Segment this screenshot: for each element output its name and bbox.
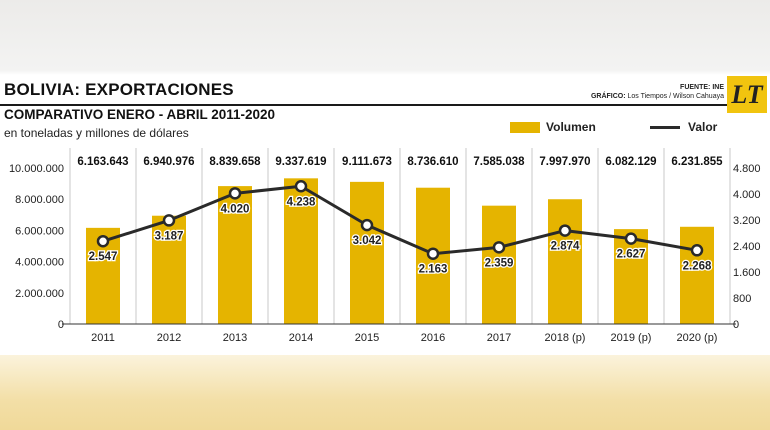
x-tick-label: 2018 (p) (545, 332, 586, 344)
x-tick-label: 2016 (421, 332, 445, 344)
x-tick-label: 2011 (91, 332, 115, 344)
value-data-label: 2.547 (89, 251, 118, 263)
legend-volumen-label: Volumen (546, 120, 596, 134)
value-point (426, 247, 440, 260)
value-data-label: 3.187 (155, 230, 184, 242)
x-tick-label: 2017 (487, 332, 511, 344)
credit-label: GRÁFICO: (590, 93, 626, 100)
bar (482, 205, 516, 324)
volume-data-label: 6.940.976 (143, 156, 194, 168)
value-data-label: 2.359 (485, 257, 514, 269)
value-data-label: 4.020 (221, 203, 250, 215)
bar (548, 199, 582, 324)
value-point (624, 232, 638, 245)
value-point (360, 218, 374, 232)
y-right-tick-label: 2.400 (733, 241, 761, 253)
page-title: BOLIVIA: EXPORTACIONES (4, 80, 234, 99)
volume-data-label: 7.997.970 (539, 156, 590, 168)
value-data-label: 3.042 (353, 235, 382, 247)
value-data-label: 2.627 (617, 249, 646, 261)
volume-data-label: 8.736.610 (407, 156, 458, 168)
value-point (228, 187, 242, 200)
y-left-tick-label: 0 (58, 319, 64, 331)
y-right-tick-label: 0 (733, 319, 739, 331)
volume-data-label: 6.163.643 (77, 156, 128, 168)
y-left-tick-label: 2.000.000 (15, 288, 64, 300)
volume-data-label: 9.337.619 (275, 156, 326, 168)
value-data-label: 2.268 (683, 260, 712, 272)
value-point (690, 244, 704, 257)
header-rule (0, 78, 740, 106)
volume-data-label: 6.231.855 (671, 156, 723, 168)
source-credits: FUENTE: INE GRÁFICO: Los Tiempos / Wilso… (591, 83, 724, 101)
value-point (96, 234, 110, 248)
bar (680, 226, 714, 324)
legend-bar-swatch (510, 121, 540, 133)
bar (350, 181, 384, 324)
chart-subtitle: en toneladas y millones de dólares (4, 126, 189, 140)
x-tick-label: 2020 (p) (677, 332, 718, 344)
value-data-label: 4.238 (287, 196, 316, 208)
newspaper-logo: LT (727, 76, 767, 113)
background-strip (0, 355, 770, 430)
legend-line-swatch (650, 125, 680, 129)
x-tick-label: 2019 (p) (611, 332, 652, 344)
volume-data-label: 7.585.038 (473, 156, 525, 168)
credit-text: Los Tiempos / Wilson Cahuaya (627, 93, 725, 100)
value-point (294, 180, 308, 193)
y-left-tick-label: 10.000.000 (9, 163, 64, 175)
value-data-label: 2.163 (419, 264, 448, 276)
legend-valor: Valor (650, 120, 717, 134)
y-right-tick-label: 1.600 (733, 267, 761, 279)
source-text: FUENTE: INE (680, 84, 724, 91)
y-right-tick-label: 3.200 (733, 215, 761, 227)
y-left-tick-label: 6.000.000 (15, 225, 64, 237)
x-tick-label: 2014 (289, 332, 313, 344)
legend-valor-label: Valor (688, 120, 718, 134)
x-tick-label: 2012 (157, 332, 181, 344)
legend-volumen: Volumen (510, 120, 596, 134)
volume-data-label: 8.839.658 (209, 156, 261, 168)
value-point (558, 224, 572, 237)
bar (284, 178, 318, 324)
volume-data-label: 9.111.673 (342, 156, 392, 168)
bar (614, 229, 648, 324)
x-tick-label: 2013 (223, 332, 247, 344)
y-right-tick-label: 4.000 (733, 189, 761, 201)
x-tick-label: 2015 (355, 332, 379, 344)
y-left-tick-label: 8.000.000 (15, 194, 64, 206)
volume-data-label: 6.082.129 (605, 156, 656, 168)
bar (218, 186, 252, 324)
y-left-tick-label: 4.000.000 (15, 257, 64, 269)
value-point (492, 241, 506, 254)
y-right-tick-label: 800 (733, 293, 751, 305)
bar (152, 215, 186, 324)
value-line (102, 184, 698, 256)
chart-title: COMPARATIVO ENERO - ABRIL 2011-2020 (4, 107, 276, 122)
value-data-label: 2.874 (551, 241, 580, 253)
y-right-tick-label: 4.800 (733, 163, 761, 175)
value-point (162, 214, 176, 227)
